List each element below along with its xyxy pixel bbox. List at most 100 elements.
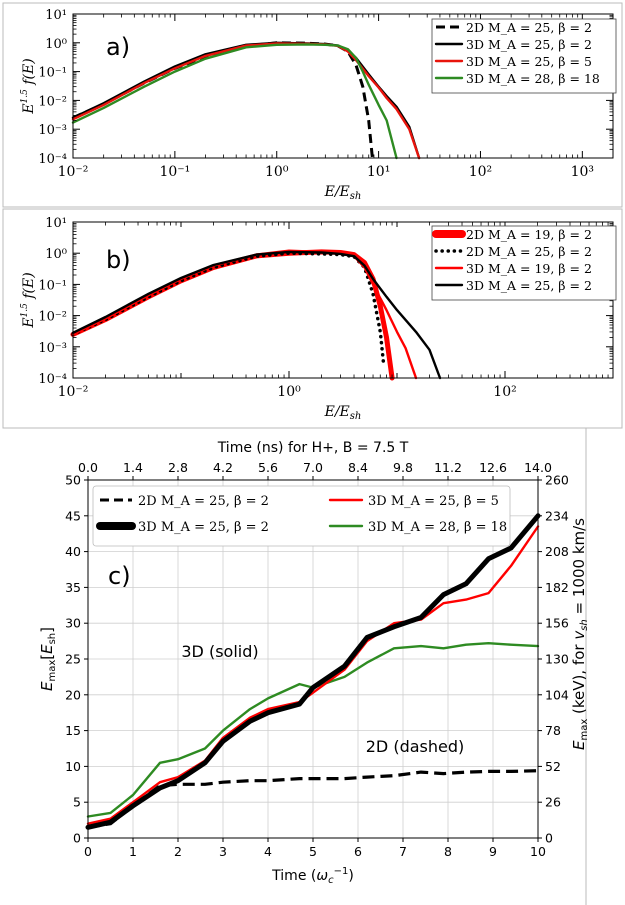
right-axis-label: Emax (keV), for vsh = 1000 km/s xyxy=(570,518,590,750)
x-tick-label: 10² xyxy=(493,384,516,400)
legend-entry-2: 2D M_A = 25, β = 2 xyxy=(466,244,592,259)
x-tick-label: 6 xyxy=(354,844,362,859)
x-tick-label: 1 xyxy=(129,844,137,859)
x-tick-label: 10⁻² xyxy=(58,164,89,180)
legend-entry-3: 3D M_A = 25, β = 5 xyxy=(368,494,499,509)
right-tick-label: 130 xyxy=(545,652,569,667)
y-tick-label: 10⁻⁴ xyxy=(38,372,67,387)
y-tick-label: 10¹ xyxy=(45,8,67,23)
x-tick-label: 10² xyxy=(469,164,492,180)
y-tick-label: 10⁻² xyxy=(38,94,67,109)
y-tick-label: 40 xyxy=(65,544,81,559)
y-tick-label: 45 xyxy=(65,508,81,523)
series-line-4 xyxy=(71,250,442,380)
top-tick-label: 12.6 xyxy=(479,460,507,475)
x-tick-label: 10³ xyxy=(571,164,594,180)
top-tick-label: 2.8 xyxy=(168,460,188,475)
y-tick-label: 10¹ xyxy=(45,216,67,231)
panel-label: c) xyxy=(108,562,131,590)
legend-entry-4: 3D M_A = 25, β = 2 xyxy=(466,278,592,293)
y-axis-label: E1.5 f(E) xyxy=(20,272,37,328)
top-tick-label: 5.6 xyxy=(258,460,278,475)
x-tick-label: 4 xyxy=(264,844,272,859)
panel-label: a) xyxy=(106,33,130,61)
legend-box xyxy=(431,18,617,94)
panel-label: b) xyxy=(106,246,131,274)
legend-entry-2: 3D M_A = 25, β = 2 xyxy=(138,520,269,535)
series-line-2 xyxy=(85,513,541,830)
annotation-3d-solid: 3D (solid) xyxy=(181,642,258,661)
top-tick-label: 11.2 xyxy=(434,460,462,475)
x-tick-label: 8 xyxy=(444,844,452,859)
panel-a-frame xyxy=(2,2,623,208)
y-tick-label: 10⁻² xyxy=(38,310,67,325)
legend-entry-4: 3D M_A = 28, β = 18 xyxy=(466,71,600,86)
x-axis-label: E/Esh xyxy=(324,184,362,202)
y-tick-label: 20 xyxy=(65,687,81,702)
x-tick-label: 10¹ xyxy=(367,164,390,180)
y-axis-label: Emax[Esh] xyxy=(38,627,58,691)
legend-entry-3: 3D M_A = 25, β = 5 xyxy=(466,54,592,69)
legend-entry-1: 2D M_A = 25, β = 2 xyxy=(138,494,269,509)
top-tick-label: 9.8 xyxy=(393,460,413,475)
right-tick-label: 26 xyxy=(545,795,561,810)
panel-b-frame xyxy=(2,208,623,429)
x-tick-label: 7 xyxy=(399,844,407,859)
top-tick-label: 1.4 xyxy=(123,460,143,475)
x-tick-label: 10⁻¹ xyxy=(159,164,190,180)
x-axis-label: Time (ωc−1) xyxy=(271,866,354,886)
x-tick-label: 10⁰ xyxy=(265,164,289,180)
series-line-2 xyxy=(71,251,386,365)
y-tick-label: 50 xyxy=(65,473,81,488)
legend-entry-1: 2D M_A = 25, β = 2 xyxy=(466,20,592,35)
y-tick-label: 10⁻³ xyxy=(38,341,67,356)
series-line-4 xyxy=(71,43,398,160)
y-tick-label: 35 xyxy=(65,580,81,595)
x-tick-label: 10⁰ xyxy=(277,384,301,400)
legend-box xyxy=(431,225,617,301)
y-tick-label: 10 xyxy=(65,759,81,774)
y-tick-label: 10⁻⁴ xyxy=(38,152,67,167)
panel-a: 10⁻⁴ 10⁻³ 10⁻² 10⁻¹ 10⁰ 10¹ 10⁻² 10⁻¹ 10⁰ 10¹ 10² 1… xyxy=(20,8,617,202)
legend-entry-3: 3D M_A = 19, β = 2 xyxy=(466,261,592,276)
right-tick-label: 182 xyxy=(545,580,569,595)
right-tick-label: 234 xyxy=(545,508,569,523)
legend-entry-4: 3D M_A = 28, β = 18 xyxy=(368,520,507,535)
x-tick-label: 3 xyxy=(219,844,227,859)
series-line-4 xyxy=(86,642,540,818)
panel-b: 10⁻⁴ 10⁻³ 10⁻² 10⁻¹ 10⁰ 10¹ 10⁻² 10⁰ 10² E/Esh E1.… xyxy=(20,216,617,422)
legend: 2D M_A = 25, β = 2 3D M_A = 25, β = 2 3D M… xyxy=(92,485,511,547)
y-tick-label: 10⁰ xyxy=(45,37,67,52)
right-tick-label: 156 xyxy=(545,616,569,631)
y-tick-label: 10⁰ xyxy=(45,247,67,262)
top-axis-label: Time (ns) for H+, B = 7.5 T xyxy=(217,440,409,456)
right-tick-label: 52 xyxy=(545,759,561,774)
x-tick-label: 10 xyxy=(530,844,546,859)
right-tick-label: 260 xyxy=(545,473,569,488)
top-tick-label: 7.0 xyxy=(303,460,323,475)
y-tick-label: 10⁻³ xyxy=(38,123,67,138)
top-tick-label: 8.4 xyxy=(348,460,368,475)
right-tick-label: 0 xyxy=(545,831,553,846)
legend-box xyxy=(92,485,511,547)
y-axis-label: E1.5 f(E) xyxy=(20,58,37,114)
right-tick-label: 78 xyxy=(545,723,561,738)
top-tick-label: 14.0 xyxy=(524,460,552,475)
top-tick-label: 4.2 xyxy=(213,460,233,475)
series-line-1 xyxy=(87,769,539,829)
x-tick-label: 9 xyxy=(489,844,497,859)
right-tick-label: 208 xyxy=(545,544,569,559)
y-tick-label: 30 xyxy=(65,616,81,631)
x-axis-label: E/Esh xyxy=(324,404,362,422)
legend-entry-2: 3D M_A = 25, β = 2 xyxy=(466,37,592,52)
y-tick-label: 10⁻¹ xyxy=(38,278,67,293)
x-tick-label: 10⁻² xyxy=(58,384,89,400)
right-tick-label: 104 xyxy=(545,687,569,702)
y-tick-label: 25 xyxy=(65,652,81,667)
legend: 2D M_A = 19, β = 2 2D M_A = 25, β = 2 3D M… xyxy=(431,225,617,301)
y-tick-label: 5 xyxy=(73,795,81,810)
y-tick-label: 15 xyxy=(65,723,81,738)
annotation-2d-dashed: 2D (dashed) xyxy=(366,737,465,756)
